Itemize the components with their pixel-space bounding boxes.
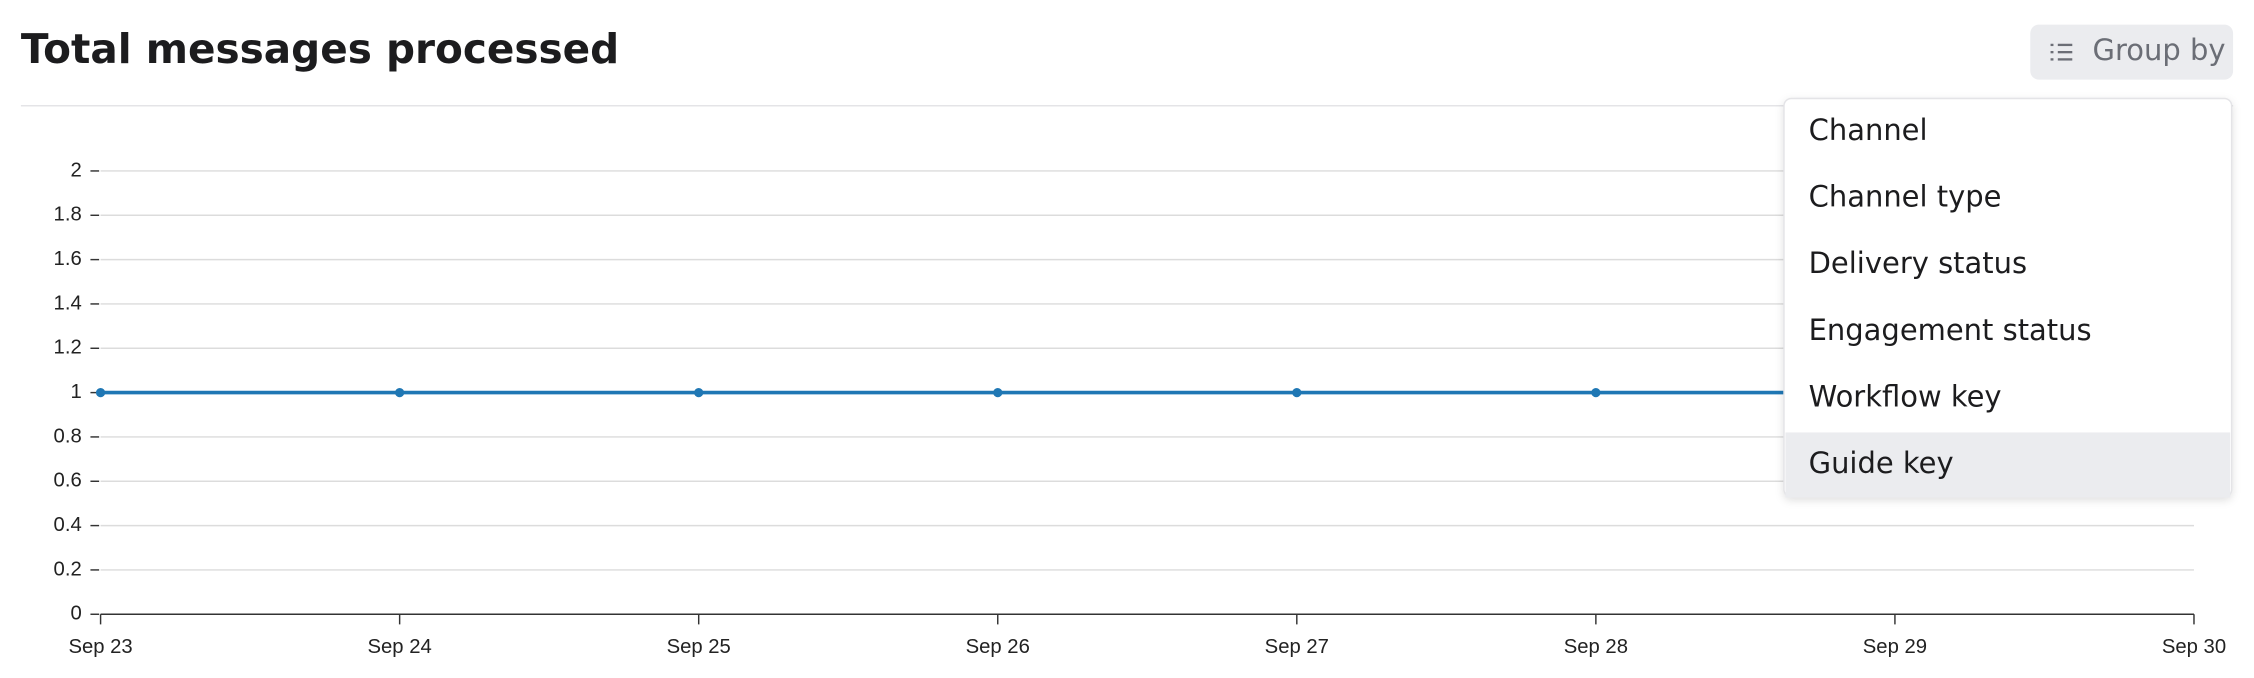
dropdown-option[interactable]: Channel type: [1809, 179, 2002, 213]
data-point: [395, 387, 405, 398]
x-tick-label: Sep 30: [2162, 636, 2226, 658]
y-tick-label: 1.6: [54, 248, 82, 270]
x-tick-label: Sep 26: [966, 636, 1030, 658]
button-bg[interactable]: [2030, 24, 2234, 80]
option-highlight: [1785, 432, 2231, 498]
list-icon: [2050, 43, 2073, 61]
dropdown-option[interactable]: Guide key: [1809, 446, 1954, 480]
x-tick-label: Sep 23: [68, 636, 132, 658]
y-tick-label: 1.8: [54, 204, 82, 226]
x-tick-label: Sep 25: [667, 636, 731, 658]
data-point: [694, 387, 704, 398]
y-tick-label: 1: [70, 381, 81, 403]
data-point: [993, 387, 1003, 398]
dropdown-option[interactable]: Delivery status: [1809, 246, 2027, 280]
y-tick-label: 1.2: [54, 337, 82, 359]
dropdown-option[interactable]: Engagement status: [1809, 313, 2092, 347]
y-tick-label: 1.4: [54, 292, 82, 314]
y-tick-label: 0.6: [54, 470, 82, 492]
y-tick-label: 0.2: [54, 558, 82, 580]
button-label[interactable]: Group by: [2093, 33, 2226, 67]
x-tick-label: Sep 28: [1564, 636, 1628, 658]
x-tick-label: Sep 29: [1863, 636, 1927, 658]
data-point: [1292, 387, 1302, 398]
y-tick-label: 0.8: [54, 425, 82, 447]
dropdown-option[interactable]: Channel: [1809, 113, 1928, 147]
y-tick-label: 0.4: [54, 514, 82, 536]
group-by-button[interactable]: Group by: [2030, 24, 2234, 80]
y-tick-label: 2: [70, 159, 81, 181]
dropdown-option[interactable]: Workflow key: [1809, 379, 2002, 413]
data-point: [95, 387, 106, 398]
chart-title: Total messages processed: [21, 25, 619, 73]
y-tick-label: 0: [70, 603, 81, 625]
x-tick-label: Sep 27: [1265, 636, 1329, 658]
dropdown: Channel Channel type Delivery status Engage…: [1783, 97, 2233, 498]
data-point: [1591, 387, 1601, 398]
x-tick-label: Sep 24: [368, 636, 432, 658]
